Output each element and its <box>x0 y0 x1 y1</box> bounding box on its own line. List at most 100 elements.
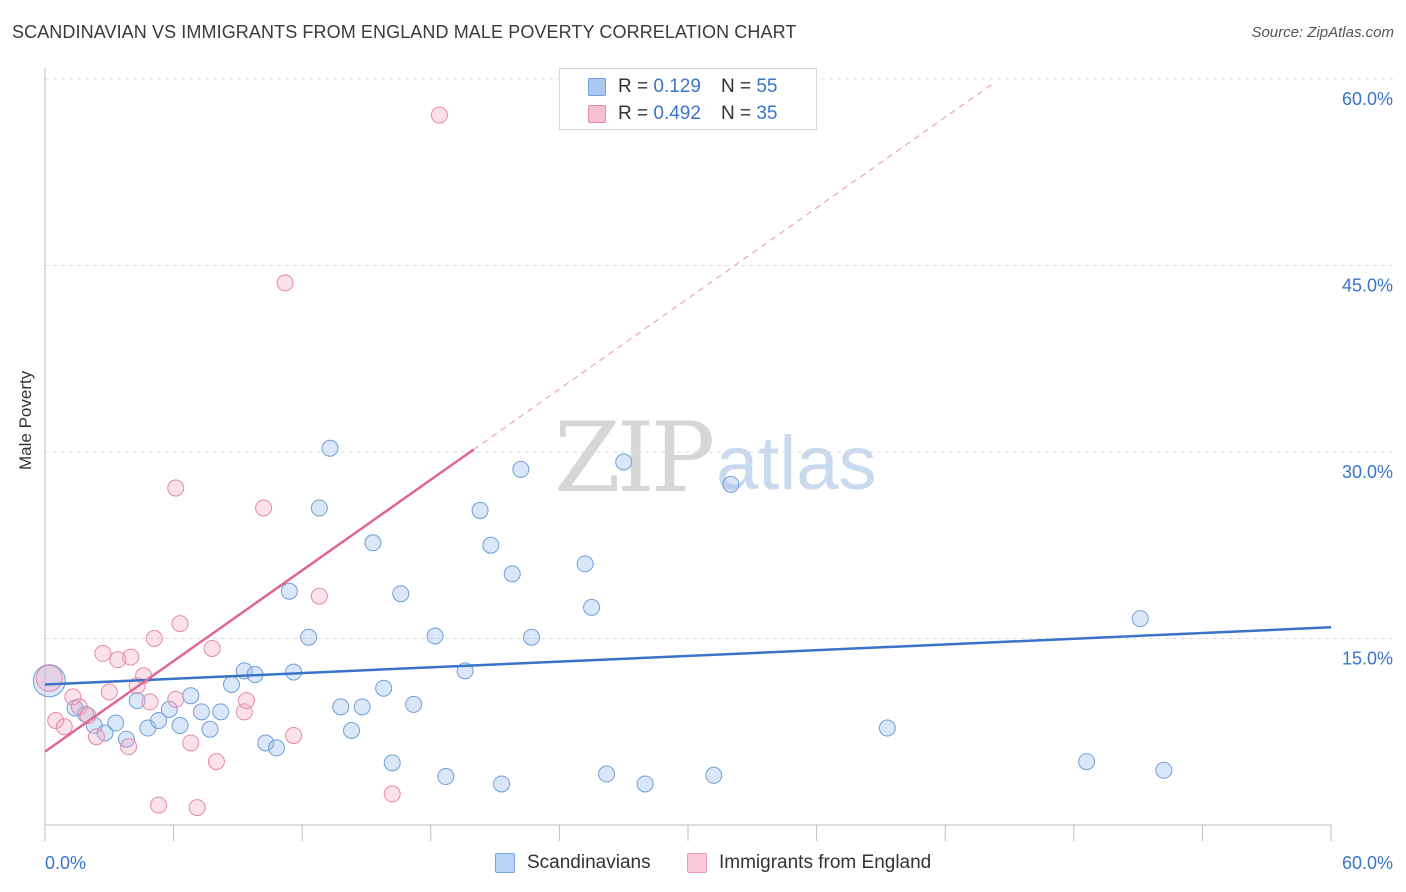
correlation-legend: R = 0.129 N = 55 R = 0.492 N = 35 <box>559 68 817 130</box>
legend-n-label: N = <box>720 103 752 124</box>
point-scandinavians <box>1155 761 1173 779</box>
point-scandinavians <box>257 734 275 752</box>
point-scandinavians <box>201 720 219 738</box>
point-immigrants-from-england <box>70 698 88 716</box>
watermark-zip: ZIP <box>554 402 715 514</box>
point-scandinavians <box>182 687 200 705</box>
point-immigrants-from-england <box>188 799 206 817</box>
legend-swatch-pink <box>687 853 707 873</box>
point-immigrants-from-england <box>55 718 73 736</box>
x-tick-label: 60.0% <box>1342 853 1393 873</box>
point-scandinavians <box>615 453 633 471</box>
point-scandinavians <box>364 534 382 552</box>
trend-lines <box>44 83 1332 753</box>
point-scandinavians <box>342 722 360 740</box>
point-scandinavians <box>576 555 594 573</box>
point-immigrants-from-england <box>235 703 253 721</box>
source-label: Source: ZipAtlas.com <box>1251 24 1394 41</box>
point-scandinavians <box>512 460 530 478</box>
point-scandinavians <box>405 695 423 713</box>
legend-item-scandinavians: Scandinavians <box>495 852 651 874</box>
legend-r-label: R = <box>618 76 649 97</box>
point-scandinavians <box>426 627 444 645</box>
legend-row-scandinavians: R = 0.129 N = 55 <box>588 75 777 99</box>
point-scandinavians <box>222 676 240 694</box>
point-scandinavians <box>321 439 339 457</box>
series-immigrants-from-england <box>35 106 448 817</box>
point-scandinavians <box>107 714 125 732</box>
point-immigrants-from-england <box>64 688 82 706</box>
point-scandinavians <box>353 698 371 716</box>
grid-lines <box>45 78 1395 639</box>
point-scandinavians <box>375 679 393 697</box>
point-immigrants-from-england <box>182 734 200 752</box>
point-scandinavians <box>383 754 401 772</box>
point-scandinavians <box>583 598 601 616</box>
point-immigrants-from-england <box>276 274 294 292</box>
point-scandinavians <box>212 703 230 721</box>
point-immigrants-from-england <box>167 479 185 497</box>
point-immigrants-from-england <box>383 785 401 803</box>
point-immigrants-from-england <box>145 630 163 647</box>
legend-row-immigrants-from-england: R = 0.492 N = 35 <box>588 102 777 126</box>
trend-line-scandinavians <box>44 626 1332 686</box>
legend-item-immigrants-from-england: Immigrants from England <box>687 852 931 874</box>
y-tick-label: 15.0% <box>1342 649 1393 669</box>
y-axis-label: Male Poverty <box>16 370 35 470</box>
point-scandinavians <box>310 499 328 517</box>
point-scandinavians <box>482 536 500 554</box>
point-immigrants-from-england <box>87 728 105 746</box>
point-scandinavians <box>1078 753 1096 771</box>
trend-line-immigrants-from-england <box>44 448 475 753</box>
point-immigrants-from-england <box>35 664 63 692</box>
point-scandinavians <box>280 582 298 600</box>
point-immigrants-from-england <box>94 644 112 662</box>
legend-n-label: N = <box>720 76 752 97</box>
tick-labels: 15.0% 30.0% 45.0% 60.0% 0.0% 60.0% <box>45 89 1393 873</box>
point-immigrants-from-england <box>167 690 185 708</box>
point-scandinavians <box>300 628 318 646</box>
point-immigrants-from-england <box>109 651 127 669</box>
legend-swatch-blue <box>588 78 606 96</box>
axes <box>44 68 1332 841</box>
point-immigrants-from-england <box>47 712 65 730</box>
point-scandinavians <box>636 775 654 793</box>
point-immigrants-from-england <box>430 106 448 124</box>
point-scandinavians <box>705 766 723 784</box>
legend-label: Scandinavians <box>527 852 651 873</box>
point-immigrants-from-england <box>310 587 328 605</box>
point-scandinavians <box>471 501 489 519</box>
y-tick-label: 30.0% <box>1342 462 1393 482</box>
point-scandinavians <box>267 739 285 757</box>
legend-n-value: 55 <box>756 76 778 97</box>
chart-title: SCANDINAVIAN VS IMMIGRANTS FROM ENGLAND … <box>12 22 797 42</box>
point-scandinavians <box>1131 610 1149 628</box>
point-immigrants-from-england <box>237 692 255 710</box>
point-immigrants-from-england <box>150 796 168 814</box>
point-immigrants-from-england <box>100 683 118 701</box>
legend-label: Immigrants from England <box>719 852 932 873</box>
point-scandinavians <box>878 719 896 737</box>
point-scandinavians <box>160 700 178 718</box>
point-scandinavians <box>598 765 616 783</box>
point-scandinavians <box>96 724 114 742</box>
legend-n-value: 35 <box>756 103 778 124</box>
point-immigrants-from-england <box>207 753 225 771</box>
point-scandinavians <box>192 703 210 721</box>
watermark-atlas: atlas <box>716 421 877 506</box>
legend-swatch-blue <box>495 853 515 873</box>
legend-r-value: 0.492 <box>653 103 701 124</box>
point-immigrants-from-england <box>203 639 221 657</box>
point-scandinavians <box>493 775 511 793</box>
legend-r-label: R = <box>618 103 649 124</box>
point-scandinavians <box>437 768 455 786</box>
y-tick-label: 60.0% <box>1342 89 1393 109</box>
point-scandinavians <box>150 712 168 730</box>
point-scandinavians <box>128 692 146 710</box>
point-scandinavians <box>503 565 521 583</box>
point-immigrants-from-england <box>255 499 273 517</box>
point-scandinavians <box>523 628 541 646</box>
point-immigrants-from-england <box>122 648 140 666</box>
series-legend: Scandinavians Immigrants from England <box>0 852 1406 878</box>
